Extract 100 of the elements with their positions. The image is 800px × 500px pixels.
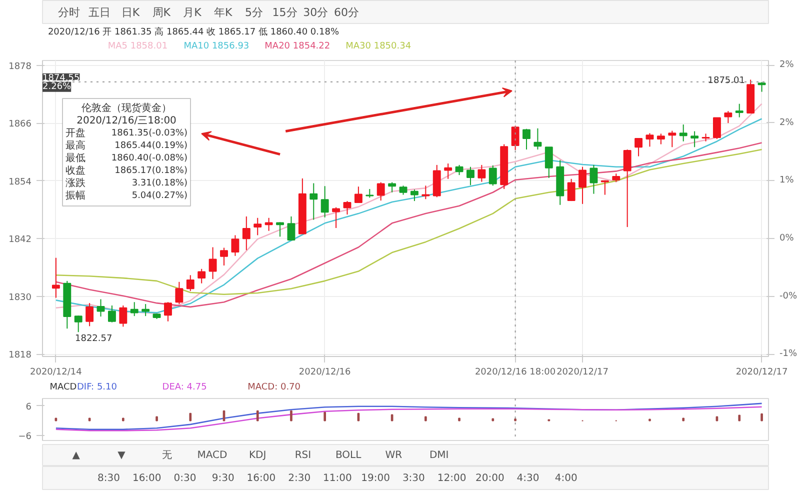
text: 16:00 <box>246 473 276 484</box>
candlestick <box>600 180 609 196</box>
candlestick <box>186 274 194 292</box>
ref-line-label: 1874.55 2.26% <box>42 73 80 92</box>
text: 日K <box>121 6 140 19</box>
y-tick-label: 1830 <box>8 292 32 303</box>
candlestick <box>52 257 60 298</box>
candlestick <box>724 110 732 124</box>
candlestick <box>758 82 766 92</box>
candlestick <box>119 304 128 328</box>
text: 涨跌 3.31(0.18%) <box>66 178 188 189</box>
chart-title: MACD <box>50 382 77 392</box>
candlestick <box>444 163 452 180</box>
text: KDJ <box>248 450 266 461</box>
candlestick <box>287 216 296 241</box>
text: 无 <box>162 450 172 461</box>
text: 月K <box>183 6 202 19</box>
candlestick <box>310 182 318 220</box>
candlestick <box>208 246 217 280</box>
text: ▲ <box>72 450 80 461</box>
candlestick <box>646 132 654 148</box>
candlestick <box>354 186 362 203</box>
y2-tick-label: 2% <box>780 118 794 128</box>
text: DIF: 5.10 <box>76 382 118 392</box>
candlestick <box>264 217 273 232</box>
annotation: 2020/12/16/三18:00 <box>76 116 176 126</box>
text: 5分 <box>244 6 263 19</box>
candlestick <box>410 188 418 202</box>
text: 最低 1860.40(-0.08%) <box>66 153 188 164</box>
text: 9:30 <box>212 473 234 484</box>
candlestick <box>712 117 721 140</box>
text: BOLL <box>335 450 362 461</box>
text: 收盘 1865.17(0.18%) <box>66 166 188 176</box>
text: MACD <box>197 450 228 461</box>
candlestick <box>108 304 116 323</box>
candlestick <box>198 268 206 284</box>
text: 0:30 <box>174 473 196 484</box>
candlestick <box>74 315 82 333</box>
text: 2:30 <box>288 473 311 484</box>
candlestick <box>478 164 486 182</box>
candlestick <box>534 128 542 150</box>
y-tick-label: 1854 <box>8 177 32 188</box>
text: WR <box>385 450 402 461</box>
candlestick <box>320 186 329 218</box>
candlestick <box>399 185 408 196</box>
y-tick-label: 1866 <box>8 120 32 130</box>
candlestick <box>634 137 643 157</box>
candlestick <box>164 302 172 322</box>
text: 最高 1865.44(0.19%) <box>66 140 188 152</box>
y2-tick-label: 2% <box>780 60 794 70</box>
candlestick <box>623 149 632 228</box>
candlestick <box>590 164 598 194</box>
y-tick-label: 1878 <box>8 62 32 72</box>
text: 3:30 <box>402 473 425 484</box>
text: MA20 1854.22 <box>264 42 330 52</box>
text: 4:00 <box>554 473 578 484</box>
candlestick <box>86 302 94 327</box>
text: 30分 <box>303 6 328 19</box>
candlestick <box>679 124 688 142</box>
text: MACD: 0.70 <box>248 382 301 392</box>
x-tick-label: 2020/12/16 18:00 <box>474 368 556 378</box>
x-tick-label: 2020/12/16 <box>298 368 352 378</box>
candlestick <box>656 133 665 145</box>
candlestick <box>231 234 240 256</box>
candlestick <box>668 130 676 148</box>
candlestick <box>455 164 464 176</box>
x-tick-label: 2020/12/17 <box>736 368 788 378</box>
candlestick <box>242 216 250 251</box>
x-tick-label: 2020/12/17 <box>556 368 608 378</box>
text: 4:30 <box>516 473 540 484</box>
annotation: 1822.57 <box>74 334 112 344</box>
candlestick <box>332 206 340 228</box>
candlestick <box>466 166 474 186</box>
y-tick-label: 1818 <box>8 350 32 361</box>
candlestick <box>130 302 138 317</box>
y-tick-label: 6 <box>26 402 32 412</box>
candlestick <box>276 222 284 238</box>
text: 19:00 <box>361 473 390 484</box>
text: 60分 <box>334 6 360 19</box>
text: 2020/12/16 开 1861.35 高 1865.44 收 1865.17 低 1860.40 0.18% <box>48 26 340 38</box>
text: MA30 1850.34 <box>346 42 412 52</box>
candlestick <box>175 281 184 305</box>
candlestick <box>578 166 586 204</box>
text: 分时 <box>58 6 80 19</box>
text: 振幅 5.04(0.27%) <box>66 190 188 202</box>
text: 8:30 <box>98 473 120 484</box>
candlestick <box>522 128 530 150</box>
candlestick <box>388 182 396 193</box>
text: 16:00 <box>132 473 162 484</box>
candlestick <box>96 298 105 318</box>
candlestick <box>220 247 228 266</box>
text: 开盘 1861.35(-0.03%) <box>66 128 188 139</box>
text: MA5 1858.01 <box>108 42 168 52</box>
annotation: 伦敦金（现货黄金） <box>82 102 172 114</box>
text: DMI <box>429 450 449 461</box>
y2-tick-label: 0% <box>780 233 794 244</box>
y2-tick-label: 1% <box>780 176 794 186</box>
candlestick <box>544 146 553 178</box>
text: 12:00 <box>437 473 466 484</box>
y2-tick-label: -1% <box>780 349 798 360</box>
